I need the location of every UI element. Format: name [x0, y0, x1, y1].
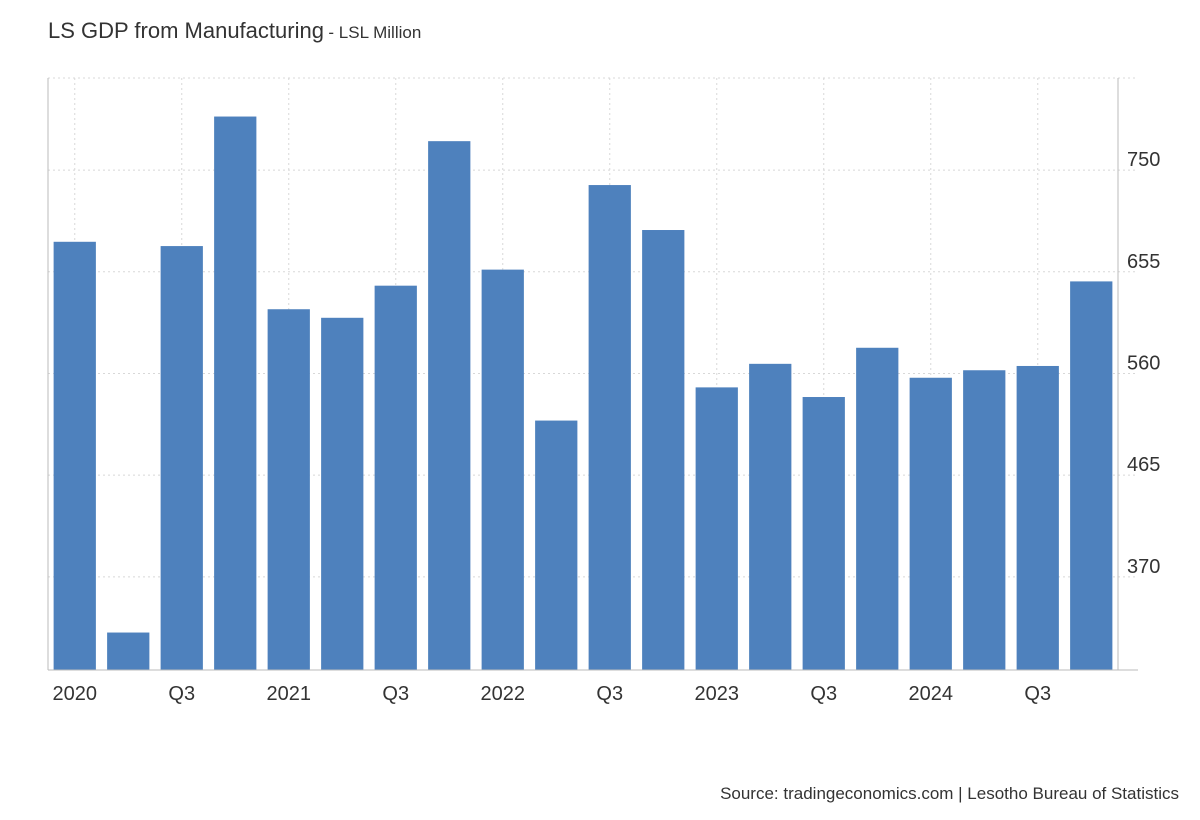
- bar-2022-q1: [481, 269, 524, 670]
- x-tick-label: Q3: [1024, 683, 1051, 705]
- bar-2020-q4: [214, 116, 257, 670]
- x-tick-label: 2022: [481, 683, 526, 705]
- gdp-bar-chart: 370 465 560 655 750 2020 Q3 2021 Q3 2022 Q3 2023 Q3 2…: [47, 77, 1160, 705]
- chart-title: LS GDP from Manufacturing: [48, 18, 324, 43]
- bar-2024-q3: [1016, 365, 1059, 670]
- bar-2022-q3: [588, 185, 631, 671]
- x-tick-label: Q3: [810, 683, 837, 705]
- y-tick-label: 750: [1127, 149, 1160, 171]
- bar-2023-q3: [802, 397, 845, 670]
- y-tick-label: 655: [1127, 251, 1160, 273]
- x-tick-label: Q3: [596, 683, 623, 705]
- y-tick-label: 370: [1127, 556, 1160, 578]
- bar-2021-q2: [321, 317, 364, 670]
- x-tick-label: Q3: [168, 683, 195, 705]
- bar-2024-q2: [963, 370, 1006, 670]
- bar-2020-q3: [160, 246, 203, 670]
- chart-subtitle: - LSL Million: [328, 23, 422, 42]
- y-tick-label: 560: [1127, 352, 1160, 374]
- bar-2023-q1: [695, 387, 738, 670]
- x-tick-label: Q3: [382, 683, 409, 705]
- source-note: Source: tradingeconomics.com | Lesotho B…: [720, 784, 1179, 803]
- x-tick-label: 2024: [909, 683, 954, 705]
- bar-2022-q4: [642, 230, 685, 670]
- bar-2023-q2: [749, 363, 792, 670]
- bar-2024-q1: [909, 377, 952, 670]
- bar-2021-q1: [267, 309, 310, 670]
- bar-2023-q4: [856, 347, 899, 670]
- bar-2021-q4: [428, 141, 471, 670]
- bar-2024-q4: [1070, 281, 1113, 670]
- bar-2020-q1: [53, 241, 96, 671]
- x-tick-label: 2020: [53, 683, 98, 705]
- x-tick-label: 2023: [695, 683, 740, 705]
- bar-2021-q3: [374, 285, 417, 670]
- chart-title-row: LS GDP from Manufacturing - LSL Million: [48, 18, 421, 44]
- x-tick-label: 2021: [267, 683, 312, 705]
- y-tick-label: 465: [1127, 454, 1160, 476]
- bar-2022-q2: [535, 420, 578, 670]
- bar-2020-q2: [107, 632, 150, 670]
